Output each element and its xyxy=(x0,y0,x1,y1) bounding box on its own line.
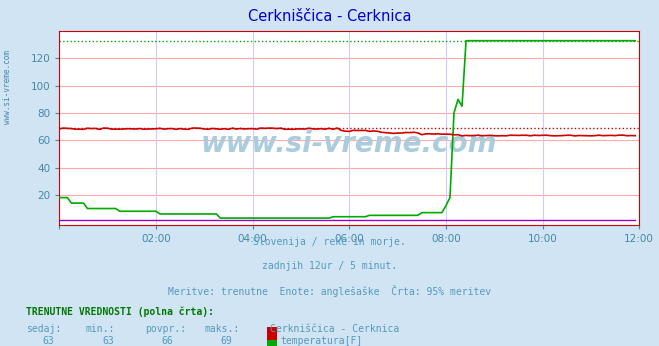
Text: temperatura[F]: temperatura[F] xyxy=(281,336,363,346)
Text: maks.:: maks.: xyxy=(204,324,239,334)
Text: Slovenija / reke in morje.: Slovenija / reke in morje. xyxy=(253,237,406,247)
Text: Cerkniščica - Cerknica: Cerkniščica - Cerknica xyxy=(270,324,399,334)
Text: 69: 69 xyxy=(221,336,233,346)
Text: sedaj:: sedaj: xyxy=(26,324,61,334)
Text: TRENUTNE VREDNOSTI (polna črta):: TRENUTNE VREDNOSTI (polna črta): xyxy=(26,306,214,317)
Text: 63: 63 xyxy=(102,336,114,346)
Text: www.si-vreme.com: www.si-vreme.com xyxy=(3,49,13,124)
Text: zadnjih 12ur / 5 minut.: zadnjih 12ur / 5 minut. xyxy=(262,261,397,271)
Text: povpr.:: povpr.: xyxy=(145,324,186,334)
Text: Meritve: trenutne  Enote: anglešaške  Črta: 95% meritev: Meritve: trenutne Enote: anglešaške Črta… xyxy=(168,285,491,298)
Text: min.:: min.: xyxy=(86,324,115,334)
Text: 63: 63 xyxy=(43,336,55,346)
Text: Cerkniščica - Cerknica: Cerkniščica - Cerknica xyxy=(248,9,411,24)
Text: 66: 66 xyxy=(161,336,173,346)
Text: www.si-vreme.com: www.si-vreme.com xyxy=(201,129,498,157)
